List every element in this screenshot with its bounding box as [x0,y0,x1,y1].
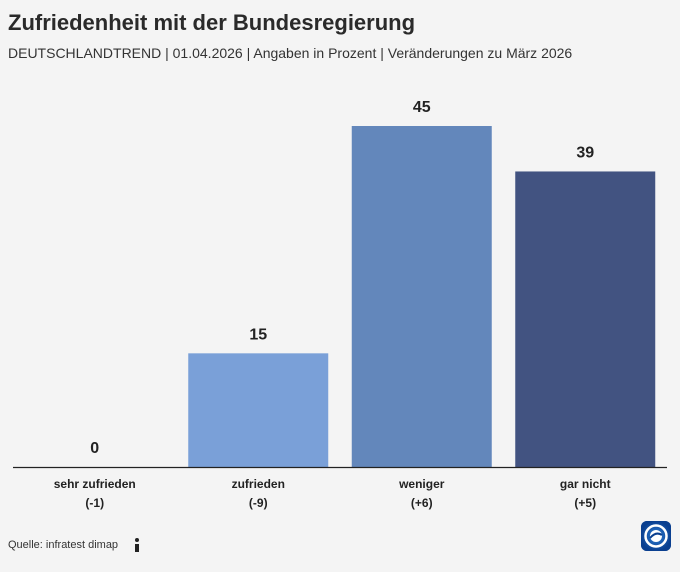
source-label: Quelle: infratest dimap [8,539,119,551]
bar-weniger [351,126,492,467]
value-label: 45 [413,99,431,116]
category-label: sehr zufrieden [54,477,136,491]
tagesschau-logo-icon [641,521,671,551]
category-label: gar nicht [560,477,611,491]
value-label: 39 [576,144,594,161]
bar-gar-nicht [515,171,656,467]
change-label: (-9) [249,496,268,510]
chart-subtitle: DEUTSCHLANDTREND | 01.04.2026 | Angaben … [8,45,573,61]
chart-title: Zufriedenheit mit der Bundesregierung [8,10,416,35]
value-label: 15 [249,326,267,343]
info-icon[interactable] [132,538,142,552]
change-label: (+6) [411,496,433,510]
category-label: weniger [398,477,445,491]
bar-zufrieden [188,353,329,467]
bar-chart: 0 sehr zufrieden (-1) 15 zufrieden (-9) 45 weni… [13,99,667,510]
footer: Quelle: infratest dimap [8,538,142,552]
change-label: (+5) [574,496,596,510]
change-label: (-1) [85,496,104,510]
value-label: 0 [90,440,99,457]
category-label: zufrieden [232,477,285,491]
